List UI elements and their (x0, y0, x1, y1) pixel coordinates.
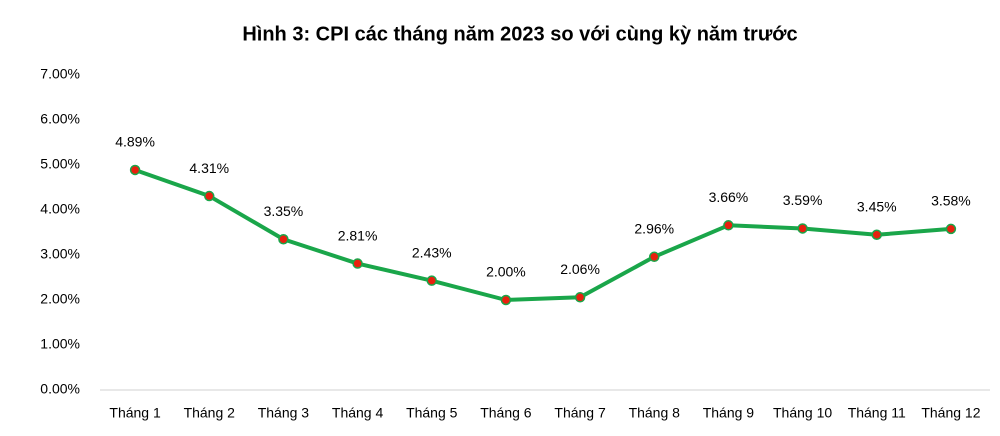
data-point (352, 258, 363, 269)
data-point (129, 164, 141, 176)
x-tick-label: Tháng 3 (258, 405, 310, 421)
y-tick-label: 7.00% (40, 66, 80, 82)
data-label: 2.96% (634, 221, 674, 237)
data-point (426, 275, 437, 286)
data-point (574, 292, 586, 303)
data-label: 4.89% (115, 134, 155, 150)
y-tick-label: 3.00% (40, 246, 80, 262)
x-tick-label: Tháng 4 (332, 405, 384, 421)
data-point (649, 251, 660, 263)
data-label: 2.00% (486, 264, 526, 280)
x-tick-label: Tháng 7 (554, 405, 606, 421)
data-label: 3.35% (264, 203, 304, 219)
x-tick-label: Tháng 12 (921, 405, 980, 421)
data-label: 2.06% (560, 261, 600, 277)
data-point (278, 234, 289, 245)
data-label: 2.43% (412, 244, 452, 260)
y-tick-label: 2.00% (40, 291, 80, 307)
data-label: 4.31% (189, 160, 229, 176)
x-tick-label: Tháng 6 (480, 405, 532, 421)
y-tick-label: 5.00% (40, 156, 80, 172)
data-point (723, 220, 734, 231)
x-tick-label: Tháng 10 (773, 405, 832, 421)
chart-title: Hình 3: CPI các tháng năm 2023 so với cù… (242, 23, 797, 45)
x-tick-label: Tháng 9 (703, 405, 755, 421)
data-point (797, 223, 808, 234)
x-tick-label: Tháng 8 (629, 405, 681, 421)
data-label: 2.81% (338, 227, 378, 243)
y-tick-label: 4.00% (40, 201, 80, 217)
data-point (500, 294, 512, 306)
data-label: 3.58% (931, 193, 971, 209)
x-tick-label: Tháng 5 (406, 405, 458, 421)
series-line (134, 168, 952, 302)
y-tick-label: 0.00% (40, 381, 80, 397)
x-tick-label: Tháng 1 (109, 405, 161, 421)
data-label: 3.59% (783, 192, 823, 208)
data-point (204, 190, 215, 202)
x-tick-label: Tháng 11 (848, 405, 906, 421)
data-label: 3.66% (709, 189, 749, 205)
y-tick-label: 1.00% (40, 336, 80, 352)
data-point (945, 223, 957, 235)
x-tick-label: Tháng 2 (184, 405, 236, 421)
y-tick-label: 6.00% (40, 111, 80, 127)
data-point (871, 229, 882, 240)
data-label: 3.45% (857, 198, 897, 214)
